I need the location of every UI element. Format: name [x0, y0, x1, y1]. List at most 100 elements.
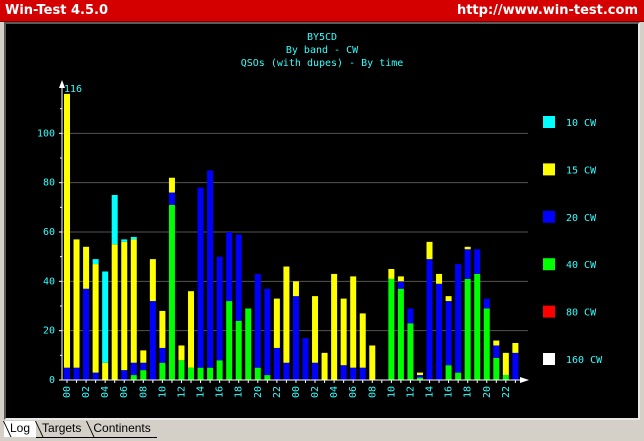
- bar-segment: [140, 362, 147, 371]
- bar-segment: [226, 301, 233, 380]
- bar-segment: [436, 283, 443, 380]
- bar-segment: [121, 370, 128, 380]
- bar-segment: [474, 249, 481, 274]
- bar-segment: [388, 278, 395, 380]
- bar-segment: [149, 259, 156, 302]
- x-tick-label: 22: [501, 386, 512, 398]
- x-tick-label: 18: [234, 386, 245, 398]
- bar-segment: [64, 93, 70, 368]
- bar-segment: [426, 259, 433, 380]
- x-tick-label: 04: [329, 386, 340, 398]
- bar-segment: [159, 362, 166, 380]
- bar-segment: [207, 367, 214, 380]
- bar-segment: [273, 298, 280, 348]
- website-link[interactable]: http://www.win-test.com: [456, 3, 638, 18]
- y-tick-label: 80: [43, 178, 55, 189]
- x-tick-label: 06: [119, 386, 130, 398]
- bar-segment: [140, 350, 147, 363]
- max-value-label: 116: [64, 84, 82, 95]
- bar-segment: [321, 352, 328, 380]
- bar-segment: [102, 271, 109, 363]
- bar-segment: [312, 362, 319, 380]
- bar-segment: [235, 234, 242, 321]
- bar-segment: [245, 308, 252, 380]
- bar-segment: [216, 360, 223, 380]
- bar-segment: [168, 177, 175, 193]
- bar-segment: [92, 264, 99, 373]
- bar-segment: [302, 338, 309, 380]
- x-tick-label: 20: [482, 386, 493, 398]
- bar-segment: [130, 239, 137, 363]
- x-tick-label: 12: [405, 386, 416, 398]
- legend-label: 160 CW: [566, 355, 603, 366]
- bar-segment: [426, 241, 433, 260]
- x-axis-arrow: [520, 377, 529, 383]
- bar-segment: [73, 367, 80, 380]
- y-axis-arrow: [59, 80, 65, 88]
- legend-label: 20 CW: [566, 213, 597, 224]
- tab-targets[interactable]: Targets: [36, 421, 88, 438]
- bar-segment: [188, 367, 195, 380]
- bar-segment: [207, 170, 214, 368]
- bar-segment: [512, 343, 519, 353]
- bar-segment: [502, 375, 509, 380]
- bar-segment: [168, 192, 175, 205]
- y-tick-label: 40: [43, 276, 55, 287]
- bar-segment: [464, 278, 471, 380]
- x-tick-label: 14: [196, 386, 207, 398]
- bar-segment: [397, 276, 404, 282]
- bar-segment: [159, 347, 166, 363]
- legend-swatch: [543, 258, 555, 271]
- bar-segment: [359, 367, 366, 380]
- bar-segment: [111, 244, 118, 380]
- qso-chart: BY5CD By band - CW QSOs (with dupes) - B…: [37, 32, 603, 398]
- bar-segment: [140, 370, 147, 380]
- bar-segment: [254, 273, 261, 368]
- bar-segment: [397, 288, 404, 380]
- bar-segment: [197, 187, 204, 368]
- tab-continents[interactable]: Continents: [87, 421, 157, 438]
- legend-swatch: [543, 116, 555, 128]
- bar-segment: [350, 367, 357, 380]
- bar-segment: [197, 367, 204, 380]
- window-title: Win-Test 4.5.0: [5, 3, 108, 18]
- bar-segment: [102, 362, 109, 380]
- bar-segment: [483, 298, 490, 309]
- y-tick-label: 100: [37, 128, 55, 139]
- bar-segment: [502, 352, 509, 376]
- bar-segment: [464, 246, 471, 250]
- y-tick-label: 20: [43, 326, 55, 337]
- bar-segment: [111, 195, 118, 245]
- legend-swatch: [543, 210, 555, 223]
- y-tick-label: 60: [43, 227, 55, 238]
- x-tick-label: 18: [463, 386, 474, 398]
- bar-segment: [369, 345, 376, 380]
- bar-segment: [64, 367, 70, 380]
- bar-segment: [407, 308, 414, 324]
- bar-segment: [73, 239, 80, 368]
- chart-panel: BY5CD By band - CW QSOs (with dupes) - B…: [4, 22, 640, 420]
- bar-segment: [178, 360, 185, 380]
- bar-segment: [235, 320, 242, 380]
- bar-segment: [493, 345, 500, 358]
- bar-segment: [216, 256, 223, 361]
- bar-segment: [83, 288, 90, 380]
- x-tick-label: 12: [176, 386, 187, 398]
- legend-label: 40 CW: [566, 260, 597, 271]
- x-tick-label: 10: [386, 386, 397, 398]
- bar-segment: [292, 281, 299, 297]
- bar-segment: [92, 259, 99, 265]
- bar-segment: [455, 372, 462, 380]
- chart-subtitle: By band - CW: [286, 45, 359, 56]
- x-tick-label: 08: [367, 386, 378, 398]
- x-tick-label: 04: [100, 386, 111, 398]
- bar-segment: [121, 239, 128, 242]
- x-tick-label: 08: [138, 386, 149, 398]
- window-titlebar[interactable]: Win-Test 4.5.0 http://www.win-test.com: [0, 0, 644, 22]
- legend-label: 10 CW: [566, 118, 597, 129]
- bar-segment: [350, 276, 357, 368]
- bar-segment: [464, 249, 471, 279]
- bar-segment: [455, 264, 462, 373]
- tab-log[interactable]: Log: [4, 421, 37, 437]
- x-tick-label: 00: [62, 386, 73, 398]
